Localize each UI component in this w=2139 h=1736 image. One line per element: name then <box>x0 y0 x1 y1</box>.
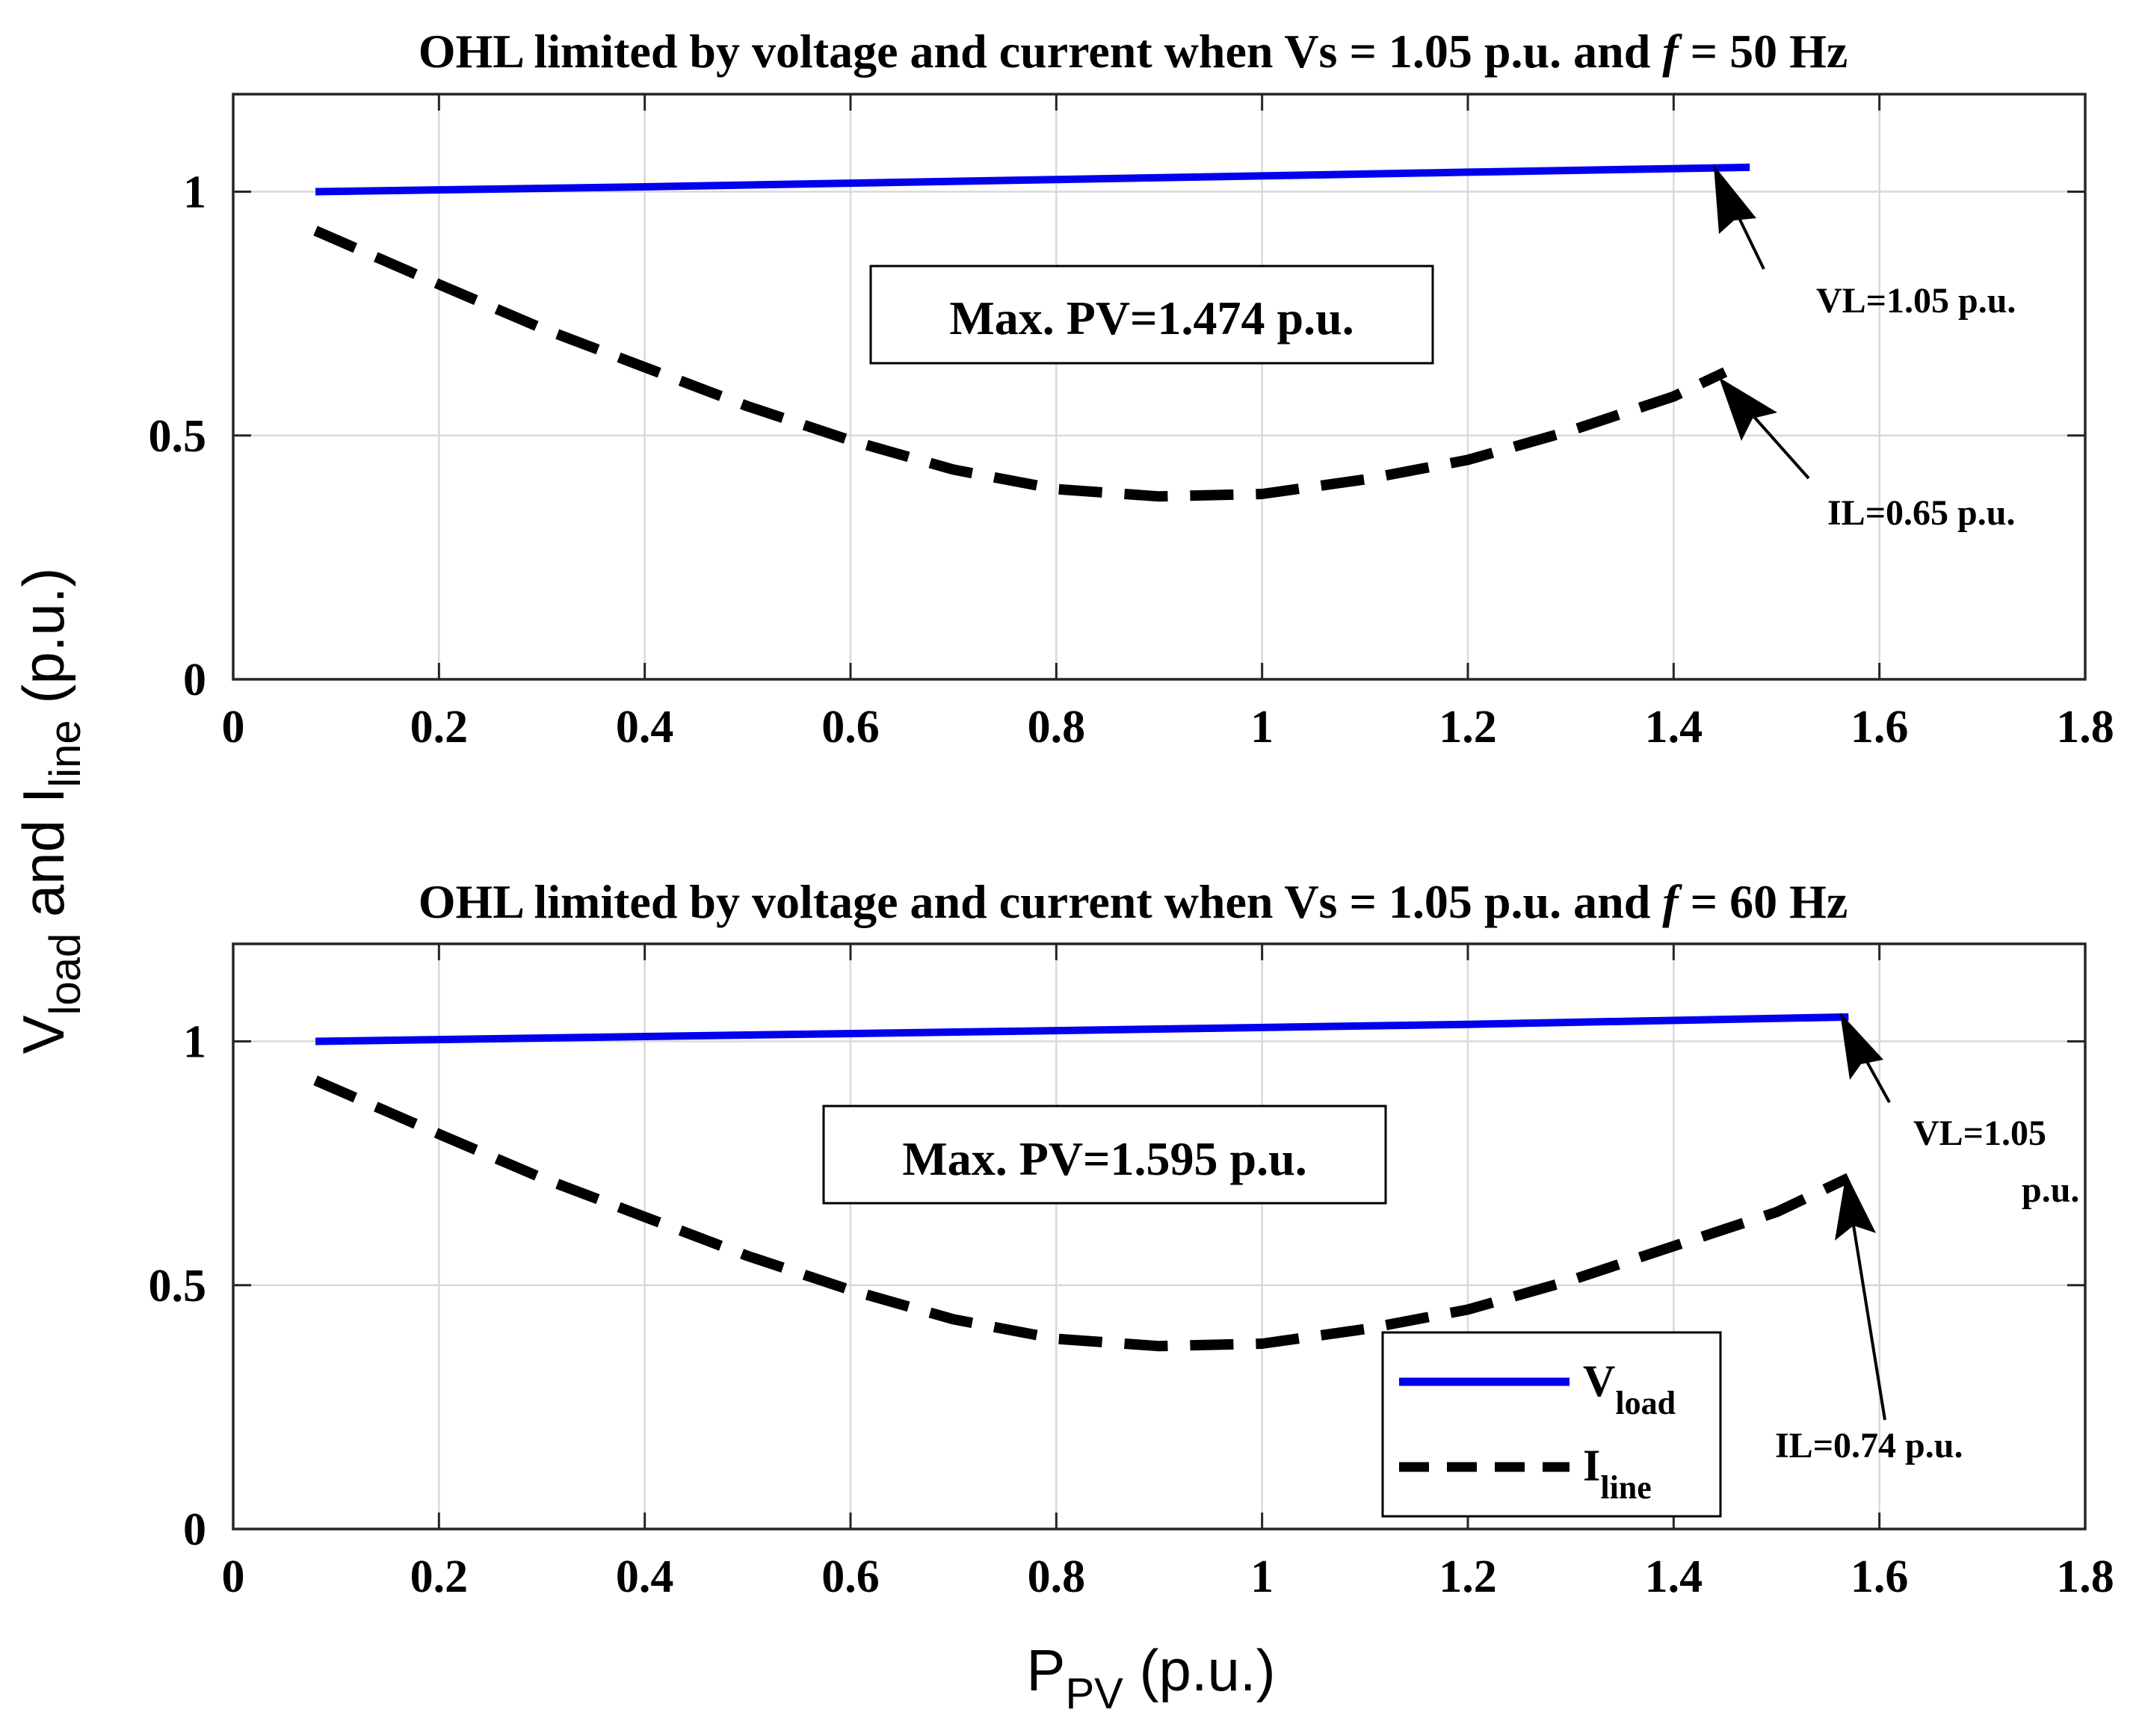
y-label-mid: and I <box>10 788 76 933</box>
legend-frame <box>1381 1331 1722 1518</box>
title-post: = 60 Hz <box>1679 875 1848 928</box>
x-tick-label: 0.6 <box>821 1551 880 1602</box>
y-axis-label: Vload and Iline (p.u.) <box>10 568 90 1054</box>
y-label-suffix: (p.u.) <box>10 568 76 720</box>
annotation-il-arrowhead <box>1835 1173 1876 1241</box>
annotation-il: IL=0.74 p.u. <box>1775 1173 1963 1465</box>
series-iline-line <box>313 226 1728 502</box>
title-post: = 50 Hz <box>1679 25 1848 78</box>
y-tick-label: 0.5 <box>149 411 207 462</box>
x-tick-label: 1.8 <box>2056 702 2114 753</box>
x-tick-label: 1.2 <box>1439 1551 1497 1602</box>
series-iline-line <box>313 1075 1851 1352</box>
y-tick-label: 0.5 <box>149 1261 207 1312</box>
annotation-il-label: IL=0.74 p.u. <box>1775 1426 1963 1465</box>
x-label-main: P <box>1026 1637 1065 1703</box>
y-label-i-sub: line <box>41 720 90 787</box>
x-tick-label: 0.2 <box>410 1551 469 1602</box>
annotation-vl-label: VL=1.05 p.u. <box>1816 281 2016 321</box>
max-pv-box: Max. PV=1.595 p.u. <box>822 1105 1387 1205</box>
axes-frame <box>232 942 2087 1530</box>
y-tick-labels: 00.51 <box>149 167 207 706</box>
panel-60hz: OHL limited by voltage and current when … <box>149 875 2114 1602</box>
panel-title: OHL limited by voltage and current when … <box>419 25 1848 78</box>
title-pre: OHL limited by voltage and current when … <box>419 875 1663 928</box>
y-tick-label: 1 <box>183 1017 206 1068</box>
x-tick-label: 1 <box>1250 702 1274 753</box>
x-tick-labels: 0 0.2 0.4 0.6 0.8 1 1.2 1.4 1.6 1.8 <box>222 702 2114 753</box>
annotation-il: IL=0.65 p.u. <box>1719 377 2015 533</box>
x-tick-label: 1.4 <box>1645 1551 1703 1602</box>
title-pre: OHL limited by voltage and current when … <box>419 25 1663 78</box>
y-tick-labels: 00.51 <box>149 1017 207 1556</box>
x-tick-label: 0 <box>222 1551 245 1602</box>
x-tick-label: 0.6 <box>821 702 880 753</box>
legend: Vload Iline <box>1381 1331 1722 1518</box>
max-pv-box-frame <box>822 1105 1387 1205</box>
annotation-il-label: IL=0.65 p.u. <box>1827 493 2015 533</box>
x-tick-label: 1.4 <box>1645 702 1703 753</box>
x-label-sub: PV <box>1065 1669 1123 1718</box>
x-label-suffix: (p.u.) <box>1123 1637 1276 1703</box>
x-tick-label: 0 <box>222 702 245 753</box>
x-tick-labels: 0 0.2 0.4 0.6 0.8 1 1.2 1.4 1.6 1.8 <box>222 1551 2114 1602</box>
annotation-vl-arrowhead <box>1840 1013 1883 1080</box>
x-tick-label: 1.2 <box>1439 702 1497 753</box>
annotation-vl-label-2: p.u. <box>2022 1170 2079 1210</box>
x-tick-label: 0.2 <box>410 702 469 753</box>
max-pv-box-frame <box>869 265 1434 365</box>
legend-iline-main: I <box>1583 1441 1600 1490</box>
annotation-vl: VL=1.05 p.u. <box>1840 1013 2079 1210</box>
axes-frame <box>232 93 2087 681</box>
legend-iline-sub: line <box>1600 1469 1651 1506</box>
y-tick-label: 0 <box>183 1504 206 1555</box>
panel-title: OHL limited by voltage and current when … <box>419 875 1848 928</box>
x-tick-label: 1.6 <box>1851 702 1909 753</box>
series-vload-line <box>315 1013 1849 1045</box>
x-tick-label: 1 <box>1250 1551 1274 1602</box>
panel-50hz: OHL limited by voltage and current when … <box>149 25 2114 753</box>
grid <box>232 944 2087 1530</box>
x-tick-label: 1.8 <box>2056 1551 2114 1602</box>
legend-vload-sub: load <box>1615 1385 1676 1421</box>
max-pv-label: Max. PV=1.474 p.u. <box>949 291 1354 345</box>
legend-vload-main: V <box>1583 1356 1615 1406</box>
series-vload-line <box>315 163 1750 196</box>
series <box>313 1013 1851 1352</box>
y-label-v: V <box>10 1015 76 1054</box>
max-pv-label: Max. PV=1.595 p.u. <box>902 1132 1306 1185</box>
x-axis-label: PPV (p.u.) <box>1026 1637 1275 1718</box>
y-tick-label: 0 <box>183 655 206 705</box>
annotation-il-arrowhead <box>1719 377 1777 441</box>
legend-iline-label: Iline <box>1583 1441 1652 1506</box>
y-tick-label: 1 <box>183 167 206 218</box>
x-tick-label: 0.8 <box>1028 1551 1086 1602</box>
annotation-vl: VL=1.05 p.u. <box>1714 165 2016 321</box>
x-tick-label: 0.4 <box>616 1551 674 1602</box>
legend-vload-label: Vload <box>1583 1356 1676 1421</box>
x-tick-label: 0.4 <box>616 702 674 753</box>
x-tick-label: 0.8 <box>1028 702 1086 753</box>
y-label-v-sub: load <box>41 933 90 1016</box>
max-pv-box: Max. PV=1.474 p.u. <box>869 265 1434 365</box>
annotation-il-arrow <box>1846 1187 1886 1421</box>
x-tick-label: 1.6 <box>1851 1551 1909 1602</box>
series <box>313 163 1750 502</box>
annotation-vl-label-1: VL=1.05 <box>1913 1113 2046 1153</box>
annotation-vl-arrowhead <box>1714 165 1756 234</box>
